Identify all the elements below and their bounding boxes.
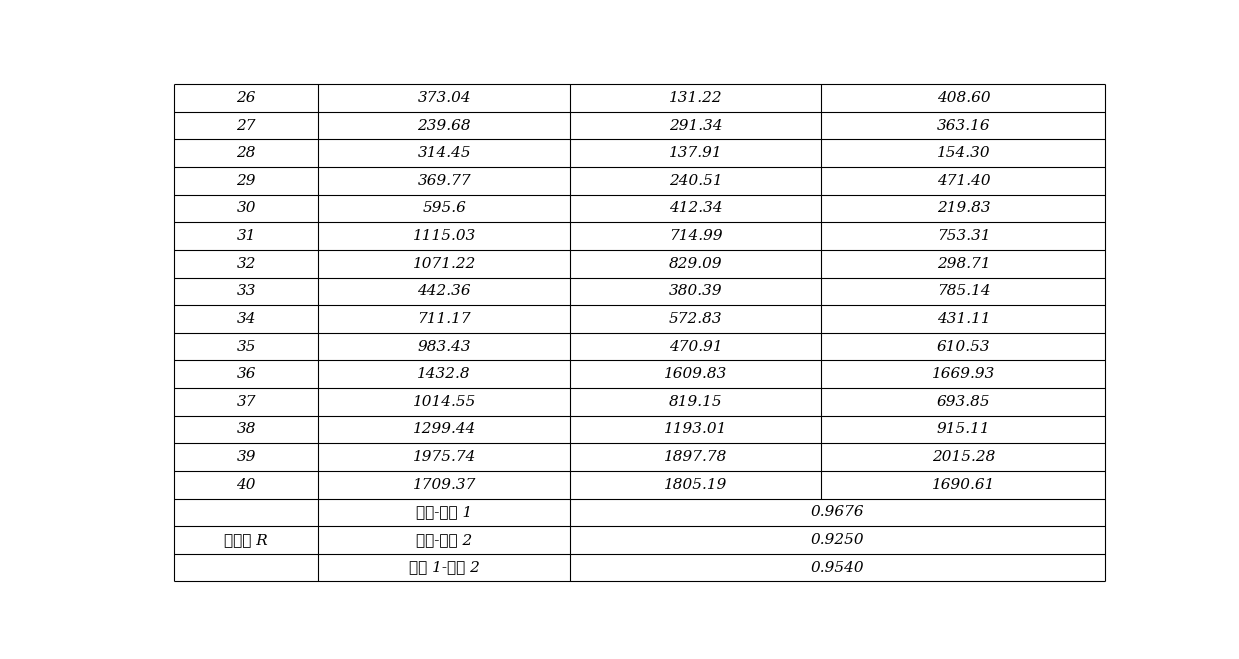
Text: 0.9676: 0.9676 — [810, 505, 865, 519]
Text: 35: 35 — [237, 339, 256, 354]
Text: 0.9250: 0.9250 — [810, 533, 865, 547]
Text: 314.45: 314.45 — [418, 146, 471, 160]
Text: 442.36: 442.36 — [418, 284, 471, 299]
Text: 1299.44: 1299.44 — [413, 422, 476, 436]
Text: 291.34: 291.34 — [669, 119, 722, 132]
Text: 1805.19: 1805.19 — [664, 478, 727, 492]
Text: 470.91: 470.91 — [669, 339, 722, 354]
Text: 572.83: 572.83 — [669, 312, 722, 326]
Text: 1609.83: 1609.83 — [664, 367, 727, 382]
Text: 1115.03: 1115.03 — [413, 229, 476, 243]
Text: 1193.01: 1193.01 — [664, 422, 727, 436]
Text: 1709.37: 1709.37 — [413, 478, 476, 492]
Text: 471.40: 471.40 — [937, 174, 990, 188]
Text: 34: 34 — [237, 312, 256, 326]
Text: 369.77: 369.77 — [418, 174, 471, 188]
Text: 36: 36 — [237, 367, 256, 382]
Text: 373.04: 373.04 — [418, 91, 471, 105]
Text: 412.34: 412.34 — [669, 202, 722, 215]
Text: 239.68: 239.68 — [418, 119, 471, 132]
Text: 2015.28: 2015.28 — [932, 450, 995, 464]
Text: 26: 26 — [237, 91, 256, 105]
Text: 408.60: 408.60 — [937, 91, 990, 105]
Text: 33: 33 — [237, 284, 256, 299]
Text: 0.9540: 0.9540 — [810, 561, 865, 575]
Text: 40: 40 — [237, 478, 256, 492]
Text: 39: 39 — [237, 450, 256, 464]
Text: 714.99: 714.99 — [669, 229, 722, 243]
Text: 给值-体系 1: 给值-体系 1 — [416, 505, 472, 519]
Text: 240.51: 240.51 — [669, 174, 722, 188]
Text: 819.15: 819.15 — [669, 395, 722, 409]
Text: 610.53: 610.53 — [937, 339, 990, 354]
Text: 829.09: 829.09 — [669, 257, 722, 271]
Text: 431.11: 431.11 — [937, 312, 990, 326]
Text: 298.71: 298.71 — [937, 257, 990, 271]
Text: 29: 29 — [237, 174, 256, 188]
Text: 1669.93: 1669.93 — [932, 367, 995, 382]
Text: 785.14: 785.14 — [937, 284, 990, 299]
Text: 1014.55: 1014.55 — [413, 395, 476, 409]
Text: 363.16: 363.16 — [937, 119, 990, 132]
Text: 711.17: 711.17 — [418, 312, 471, 326]
Text: 30: 30 — [237, 202, 256, 215]
Text: 1897.78: 1897.78 — [664, 450, 727, 464]
Text: 体系 1-体系 2: 体系 1-体系 2 — [409, 561, 479, 575]
Text: 219.83: 219.83 — [937, 202, 990, 215]
Text: 595.6: 595.6 — [422, 202, 466, 215]
Text: 32: 32 — [237, 257, 256, 271]
Text: 915.11: 915.11 — [937, 422, 990, 436]
Text: 137.91: 137.91 — [669, 146, 722, 160]
Text: 38: 38 — [237, 422, 256, 436]
Text: 31: 31 — [237, 229, 256, 243]
Text: 1432.8: 1432.8 — [418, 367, 471, 382]
Text: 380.39: 380.39 — [669, 284, 722, 299]
Text: 28: 28 — [237, 146, 256, 160]
Text: 1975.74: 1975.74 — [413, 450, 476, 464]
Text: 1071.22: 1071.22 — [413, 257, 476, 271]
Text: 相关性 R: 相关性 R — [224, 533, 268, 547]
Text: 1690.61: 1690.61 — [932, 478, 995, 492]
Text: 27: 27 — [237, 119, 256, 132]
Text: 753.31: 753.31 — [937, 229, 990, 243]
Text: 154.30: 154.30 — [937, 146, 990, 160]
Text: 37: 37 — [237, 395, 256, 409]
Text: 131.22: 131.22 — [669, 91, 722, 105]
Text: 693.85: 693.85 — [937, 395, 990, 409]
Text: 983.43: 983.43 — [418, 339, 471, 354]
Text: 给值-体系 2: 给值-体系 2 — [416, 533, 472, 547]
